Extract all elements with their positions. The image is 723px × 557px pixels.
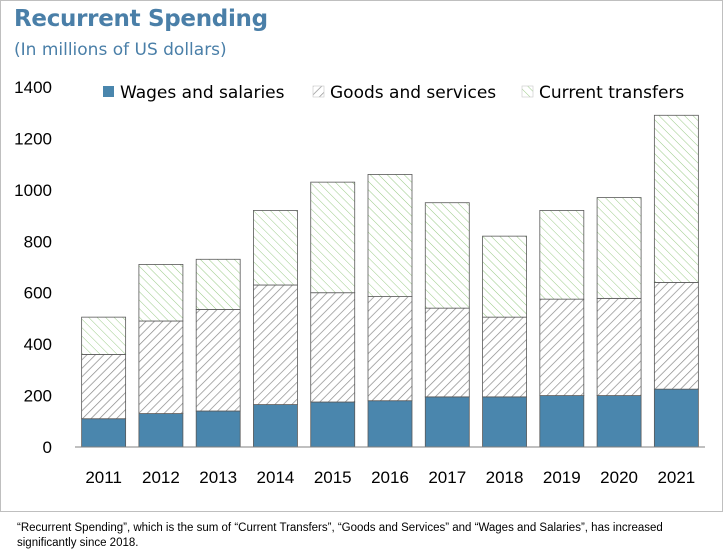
y-tick-label: 1000	[14, 181, 52, 200]
bar-goods-and-services-2018	[482, 316, 527, 398]
x-tick-label: 2011	[85, 468, 122, 487]
bar-wages-and-salaries-2011	[81, 418, 127, 448]
legend-swatch-current-transfers	[521, 85, 534, 98]
bar-current-transfers-2013	[195, 258, 241, 310]
y-tick-label: 600	[24, 284, 52, 303]
x-tick-label: 2014	[257, 468, 295, 487]
legend-label-goods-and-services: Goods and services	[330, 83, 496, 103]
x-tick-label: 2019	[543, 468, 581, 487]
bar-goods-and-services-2016	[367, 296, 413, 402]
y-tick-label: 200	[24, 387, 52, 406]
bar-goods-and-services-2021	[653, 282, 699, 390]
x-tick-label: 2017	[428, 468, 466, 487]
bar-current-transfers-2015	[310, 181, 356, 294]
bar-goods-and-services-2017	[424, 307, 470, 398]
bar-current-transfers-2018	[482, 235, 527, 318]
bar-wages-and-salaries-2013	[195, 410, 241, 448]
bar-goods-and-services-2019	[539, 298, 585, 396]
bar-current-transfers-2014	[253, 210, 298, 286]
bar-current-transfers-2020	[596, 197, 642, 299]
legend-swatch-goods-and-services	[312, 85, 325, 98]
y-tick-label: 1200	[14, 129, 52, 148]
x-tick-label: 2018	[486, 468, 524, 487]
bar-goods-and-services-2014	[253, 284, 298, 405]
bar-current-transfers-2011	[81, 316, 127, 355]
bar-current-transfers-2016	[367, 174, 413, 297]
x-tick-label: 2012	[142, 468, 180, 487]
y-axis: 0 200 400 600 800 1000 1200 1400	[14, 78, 52, 457]
x-tick-label: 2016	[371, 468, 409, 487]
bar-goods-and-services-2013	[195, 309, 241, 412]
y-tick-label: 800	[24, 232, 52, 251]
legend-label-current-transfers: Current transfers	[539, 83, 684, 103]
bar-goods-and-services-2015	[310, 292, 356, 403]
bar-wages-and-salaries-2019	[539, 395, 585, 448]
bar-wages-and-salaries-2015	[310, 401, 356, 448]
bar-goods-and-services-2011	[81, 354, 127, 420]
chart-subtitle: (In millions of US dollars)	[14, 40, 227, 60]
y-tick-label: 0	[43, 438, 52, 457]
bar-wages-and-salaries-2021	[653, 388, 699, 448]
bar-current-transfers-2017	[424, 202, 470, 309]
bars	[81, 114, 699, 448]
bar-goods-and-services-2012	[138, 320, 184, 414]
bar-current-transfers-2019	[539, 210, 585, 300]
bar-current-transfers-2021	[653, 114, 699, 283]
x-tick-label: 2020	[600, 468, 638, 487]
bar-wages-and-salaries-2012	[138, 413, 184, 448]
legend: Wages and salaries Goods and services Curr…	[103, 83, 684, 103]
x-tick-label: 2015	[314, 468, 352, 487]
bar-wages-and-salaries-2014	[253, 404, 298, 448]
bar-current-transfers-2012	[138, 264, 184, 322]
legend-label-wages-and-salaries: Wages and salaries	[120, 83, 285, 103]
bar-goods-and-services-2020	[596, 297, 642, 396]
chart-caption: “Recurrent Spending”, which is the sum o…	[17, 522, 663, 549]
legend-swatch-wages-and-salaries	[103, 86, 114, 97]
y-tick-label: 1400	[14, 78, 52, 97]
x-axis: 2011 2012 2013 2014 2015 2016 2017 2018 2019 2020…	[75, 446, 705, 487]
bar-wages-and-salaries-2017	[424, 396, 470, 448]
bar-wages-and-salaries-2016	[367, 400, 413, 448]
bar-wages-and-salaries-2020	[596, 395, 642, 448]
chart-title: Recurrent Spending	[14, 6, 268, 32]
y-tick-label: 400	[24, 335, 52, 354]
x-tick-label: 2013	[199, 468, 237, 487]
bar-wages-and-salaries-2018	[482, 396, 527, 448]
x-tick-label: 2021	[657, 468, 695, 487]
